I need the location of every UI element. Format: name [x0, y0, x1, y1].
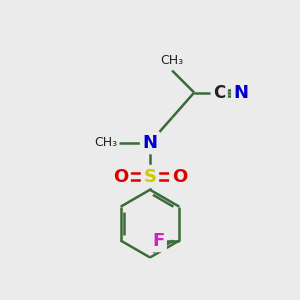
Text: N: N: [142, 134, 158, 152]
Text: F: F: [152, 232, 164, 250]
Text: CH₃: CH₃: [94, 136, 118, 149]
Text: N: N: [234, 84, 249, 102]
Text: S: S: [143, 167, 157, 185]
Text: CH₃: CH₃: [160, 54, 184, 67]
Text: O: O: [113, 167, 128, 185]
Text: C: C: [213, 84, 225, 102]
Text: O: O: [172, 167, 187, 185]
